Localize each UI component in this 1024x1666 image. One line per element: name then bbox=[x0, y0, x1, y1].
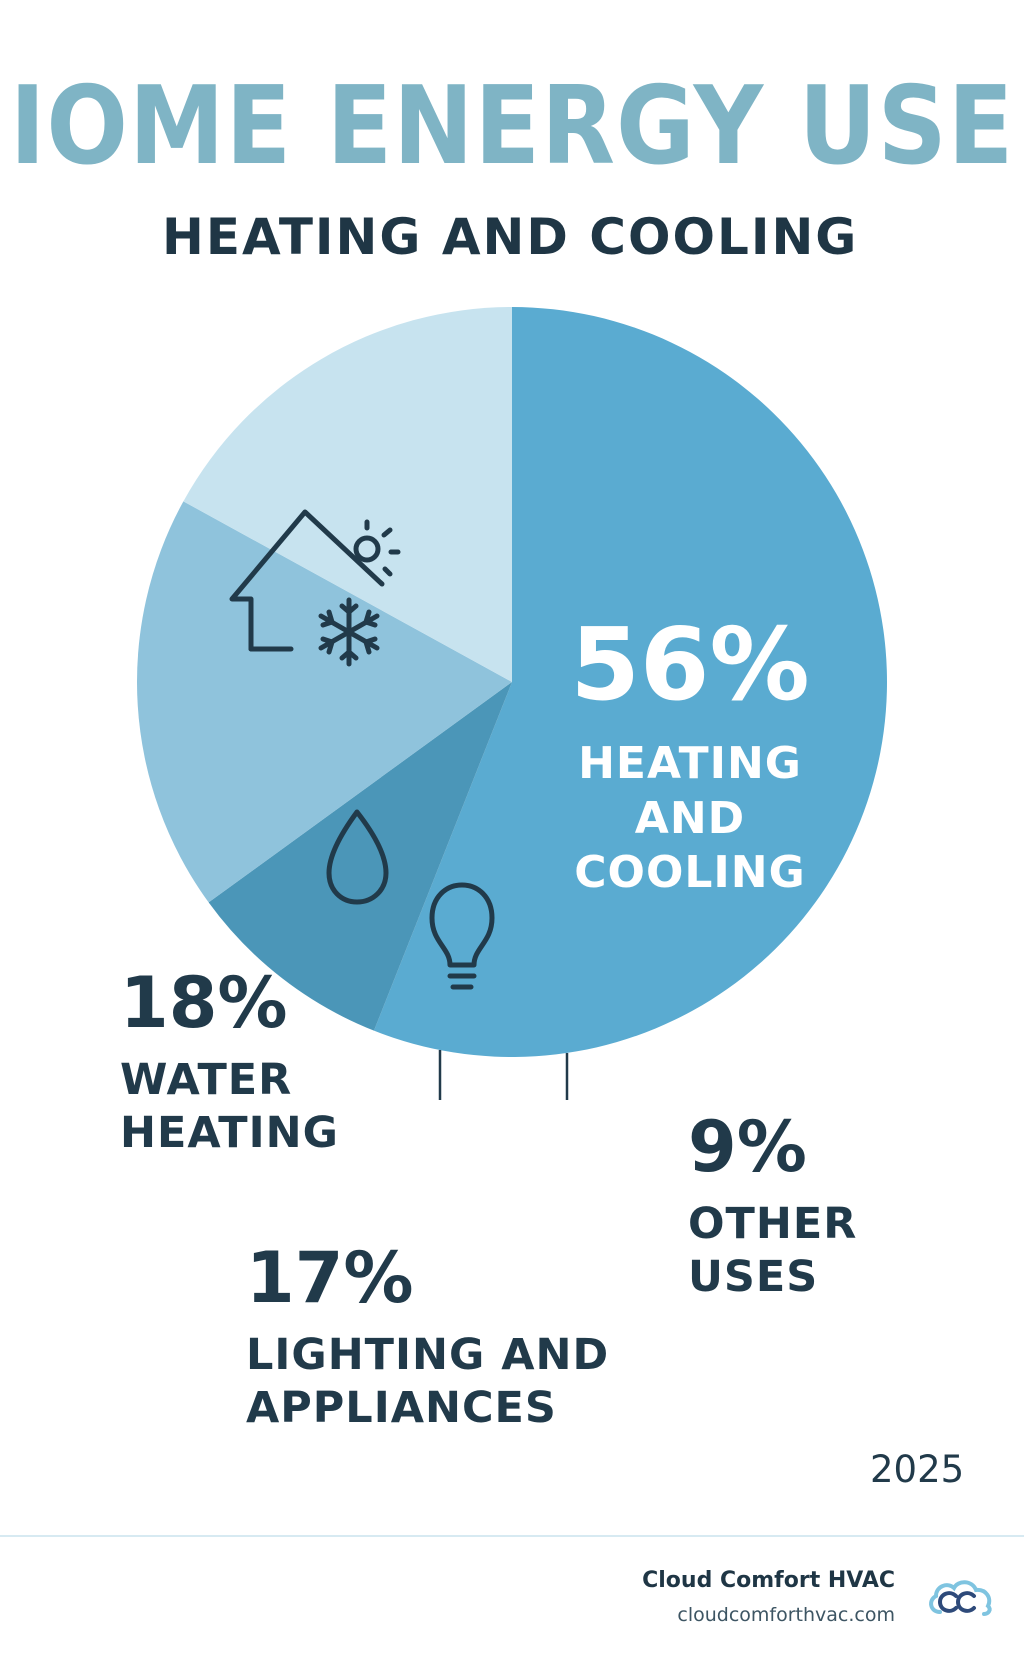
other-percent: 9% bbox=[688, 1106, 807, 1188]
heating-cooling-line3: COOLING bbox=[574, 847, 806, 899]
heating-cooling-line1: HEATING bbox=[578, 738, 802, 789]
label-heating-cooling: 56% HEATING AND COOLING bbox=[545, 615, 835, 901]
label-other-uses: 9% OTHER USES bbox=[688, 1112, 857, 1304]
other-line1: OTHER bbox=[688, 1199, 858, 1249]
brand-url[interactable]: cloudcomforthvac.com bbox=[677, 1604, 895, 1626]
house-sun-snowflake-icon bbox=[229, 509, 401, 667]
water-heating-line2: HEATING bbox=[120, 1107, 339, 1158]
lighting-line1: LIGHTING AND bbox=[246, 1330, 610, 1380]
other-line2: USES bbox=[688, 1251, 819, 1302]
heating-cooling-percent: 56% bbox=[570, 606, 810, 723]
pie-icons bbox=[229, 509, 495, 990]
lighting-percent: 17% bbox=[246, 1237, 414, 1319]
label-water-heating: 18% WATER HEATING bbox=[120, 968, 339, 1160]
cloud-logo-icon bbox=[929, 1580, 992, 1616]
pie-chart bbox=[137, 306, 888, 1100]
brand-name: Cloud Comfort HVAC bbox=[642, 1568, 895, 1593]
pie-slice-other-uses bbox=[208, 682, 512, 1031]
page-subtitle: HEATING AND COOLING bbox=[162, 208, 859, 266]
lighting-line2: APPLIANCES bbox=[246, 1382, 557, 1433]
heating-cooling-line2: AND bbox=[634, 792, 746, 844]
pie-slice-heating-and-cooling bbox=[373, 306, 888, 1057]
lightbulb-icon bbox=[429, 882, 495, 990]
year-label: 2025 bbox=[870, 1448, 965, 1491]
pie-slice-water-heating bbox=[137, 501, 512, 903]
water-drop-icon bbox=[326, 809, 389, 905]
label-lighting-appliances: 17% LIGHTING AND APPLIANCES bbox=[246, 1243, 609, 1435]
water-heating-percent: 18% bbox=[120, 962, 288, 1044]
page-title: IOME ENERGY USE bbox=[9, 63, 1015, 189]
leader-lines bbox=[438, 1050, 569, 1100]
leader-line-other bbox=[565, 1053, 569, 1100]
water-heating-line1: WATER bbox=[120, 1055, 293, 1105]
footer-divider bbox=[0, 1535, 1024, 1537]
pie-slices bbox=[137, 306, 888, 1057]
pie-slice-lighting-and-appliances bbox=[183, 307, 512, 682]
leader-line-lighting bbox=[438, 1050, 442, 1100]
